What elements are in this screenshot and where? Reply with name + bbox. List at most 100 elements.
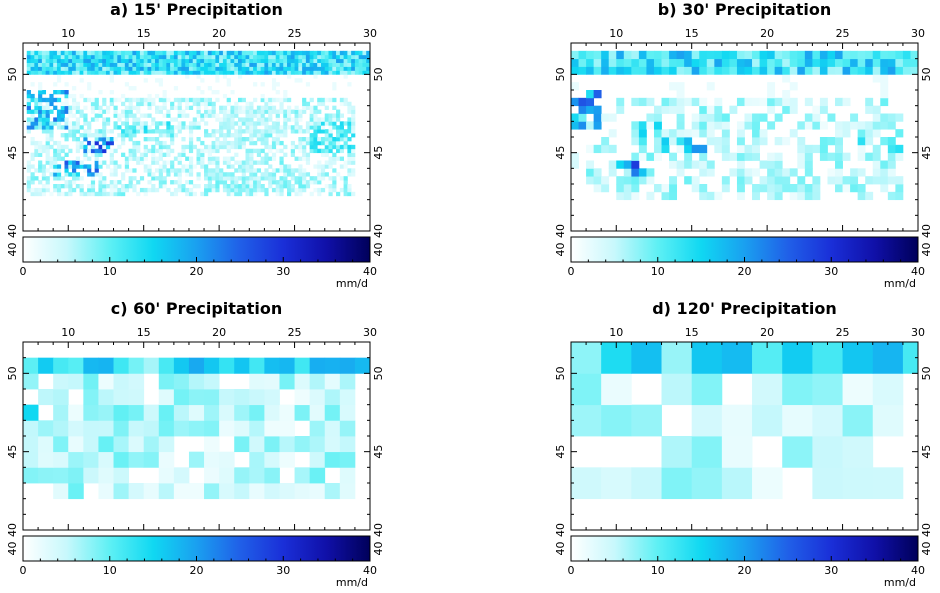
heatmap-cell — [294, 373, 311, 390]
heatmap-cell — [87, 172, 92, 177]
heatmap-cell — [347, 191, 352, 197]
heatmap-cell — [109, 129, 114, 134]
heatmap-cell — [857, 137, 866, 146]
heatmap-cell — [45, 129, 50, 134]
heatmap-cell — [287, 50, 292, 56]
heatmap-cell — [79, 176, 84, 181]
heatmap-cell — [260, 117, 265, 122]
heatmap-cell — [34, 70, 39, 75]
heatmap-cell — [98, 129, 103, 134]
heatmap-cell — [253, 50, 258, 56]
heatmap-cell — [347, 121, 352, 126]
heatmap-cell — [237, 58, 243, 63]
heatmap-cell — [336, 117, 341, 122]
heatmap-cell — [234, 66, 239, 71]
heatmap-cell — [271, 176, 277, 181]
heatmap-cell — [177, 58, 182, 63]
heatmap-cell — [60, 144, 65, 150]
heatmap-cell — [68, 172, 73, 177]
heatmap-cell — [275, 121, 280, 126]
heatmap-cell — [237, 62, 243, 67]
heatmap-cell — [45, 121, 50, 126]
heatmap-cell — [113, 164, 118, 169]
heatmap-cell — [767, 105, 776, 114]
heatmap-cell — [117, 191, 122, 197]
heatmap-cell — [38, 113, 43, 118]
heatmap-cell — [196, 97, 201, 103]
heatmap-cell — [196, 66, 201, 71]
heatmap-cell — [721, 58, 730, 67]
heatmap-cell — [143, 152, 148, 157]
heatmap-cell — [631, 467, 662, 500]
heatmap-cell — [196, 113, 201, 118]
heatmap-cell — [317, 180, 322, 185]
colorbar-tick-label: 30 — [276, 564, 290, 577]
heatmap-cell — [204, 54, 209, 60]
heatmap-cell — [105, 58, 111, 63]
heatmap-cell — [124, 113, 130, 118]
heatmap-cell — [336, 109, 341, 114]
heatmap-cell — [230, 125, 235, 130]
heatmap-cell — [151, 66, 156, 71]
y-tick-label-left: 50 — [554, 366, 567, 380]
heatmap-cell — [287, 70, 292, 75]
heatmap-cell — [653, 113, 662, 122]
heatmap-cell — [124, 66, 130, 71]
heatmap-cell — [136, 58, 141, 63]
heatmap-cell — [204, 404, 220, 421]
heatmap-cell — [143, 54, 148, 60]
heatmap-cell — [98, 160, 103, 165]
heatmap-cell — [857, 129, 866, 138]
heatmap-cell — [736, 191, 745, 201]
heatmap-cell — [41, 50, 47, 56]
heatmap-cell — [850, 66, 859, 75]
heatmap-cell — [56, 70, 62, 75]
heatmap-cells — [571, 342, 918, 500]
heatmap-cell — [53, 62, 58, 67]
heatmap-cell — [166, 121, 171, 126]
heatmap-cell — [139, 176, 145, 181]
heatmap-cell — [226, 117, 231, 122]
heatmap-cell — [147, 70, 152, 75]
heatmap-cell — [245, 176, 250, 181]
heatmap-cell — [230, 121, 235, 126]
heatmap-cell — [752, 144, 760, 154]
heatmap-cell — [767, 66, 776, 75]
heatmap-cell — [275, 129, 280, 134]
heatmap-cell — [158, 152, 163, 157]
heatmap-cell — [237, 137, 243, 142]
heatmap-cell — [196, 74, 201, 79]
heatmap-cell — [260, 109, 265, 114]
heatmap-cell — [98, 191, 103, 197]
heatmap-cell — [226, 70, 231, 75]
heatmap-cell — [226, 113, 231, 118]
heatmap-cell — [332, 125, 337, 130]
heatmap-cell — [249, 137, 254, 142]
heatmap-cell — [302, 148, 307, 154]
heatmap-cell — [211, 90, 216, 95]
heatmap-cell — [309, 50, 314, 56]
heatmap-cell — [158, 82, 163, 87]
heatmap-cell — [684, 160, 693, 169]
heatmap-cell — [691, 436, 723, 468]
heatmap-cell — [64, 164, 69, 169]
heatmap-cell — [215, 148, 220, 154]
heatmap-cell — [872, 373, 904, 406]
heatmap-cell — [241, 140, 246, 146]
heatmap-cell — [294, 187, 299, 193]
heatmap-cell — [90, 58, 96, 63]
heatmap-cell — [339, 129, 344, 134]
heatmap-cell — [45, 137, 50, 142]
heatmap-cell — [136, 105, 141, 110]
heatmap-cell — [691, 66, 700, 75]
heatmap-cell — [34, 152, 39, 157]
heatmap-cell — [222, 137, 228, 142]
heatmap-cell — [305, 137, 311, 142]
heatmap-cell — [797, 58, 806, 67]
heatmap-cell — [721, 113, 730, 122]
heatmap-cell — [155, 50, 160, 56]
heatmap-cell — [72, 121, 77, 126]
heatmap-cell — [283, 97, 288, 103]
heatmap-cell — [264, 105, 269, 110]
heatmap-cell — [872, 168, 881, 177]
